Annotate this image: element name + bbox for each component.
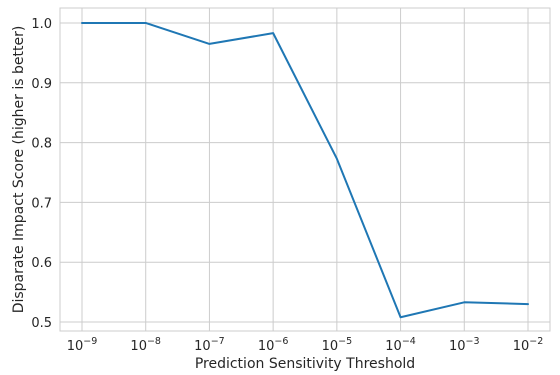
y-tick-labels: 0.5 0.6 0.7 0.8 0.9 1.0 bbox=[31, 17, 52, 331]
y-tick-label: 0.7 bbox=[31, 196, 52, 211]
x-tick-label: 10−5 bbox=[322, 336, 353, 354]
series-line bbox=[81, 21, 529, 319]
x-tick-label: 10−6 bbox=[258, 336, 289, 354]
grid bbox=[60, 8, 550, 331]
y-tick-label: 0.8 bbox=[31, 137, 52, 152]
x-tick-label: 10−4 bbox=[385, 336, 416, 354]
x-tick-labels: 10−9 10−8 10−7 10−6 10−5 10−4 10−3 10−2 bbox=[67, 336, 544, 354]
plot-frame bbox=[59, 7, 551, 332]
x-tick-label: 10−3 bbox=[449, 336, 480, 354]
y-tick-label: 1.0 bbox=[31, 17, 52, 32]
y-tick-label: 0.5 bbox=[31, 316, 52, 331]
y-tick-label: 0.6 bbox=[31, 256, 52, 271]
x-tick-label: 10−7 bbox=[194, 336, 225, 354]
x-tick-label: 10−2 bbox=[513, 336, 544, 354]
series-lines bbox=[81, 21, 529, 319]
x-axis-label: Prediction Sensitivity Threshold bbox=[195, 356, 415, 372]
y-axis-label: Disparate Impact Score (higher is better… bbox=[11, 26, 27, 314]
x-tick-label: 10−9 bbox=[67, 336, 98, 354]
x-tick-label: 10−8 bbox=[130, 336, 161, 354]
y-tick-label: 0.9 bbox=[31, 77, 52, 92]
